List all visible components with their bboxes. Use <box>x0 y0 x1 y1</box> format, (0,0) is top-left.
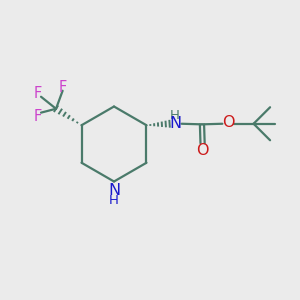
Text: F: F <box>33 109 41 124</box>
Text: N: N <box>108 183 120 198</box>
Text: H: H <box>109 194 119 207</box>
Text: N: N <box>169 116 181 131</box>
Text: F: F <box>33 86 41 101</box>
Text: F: F <box>58 80 67 95</box>
Text: O: O <box>222 115 234 130</box>
Text: H: H <box>170 110 180 122</box>
Text: O: O <box>196 143 209 158</box>
